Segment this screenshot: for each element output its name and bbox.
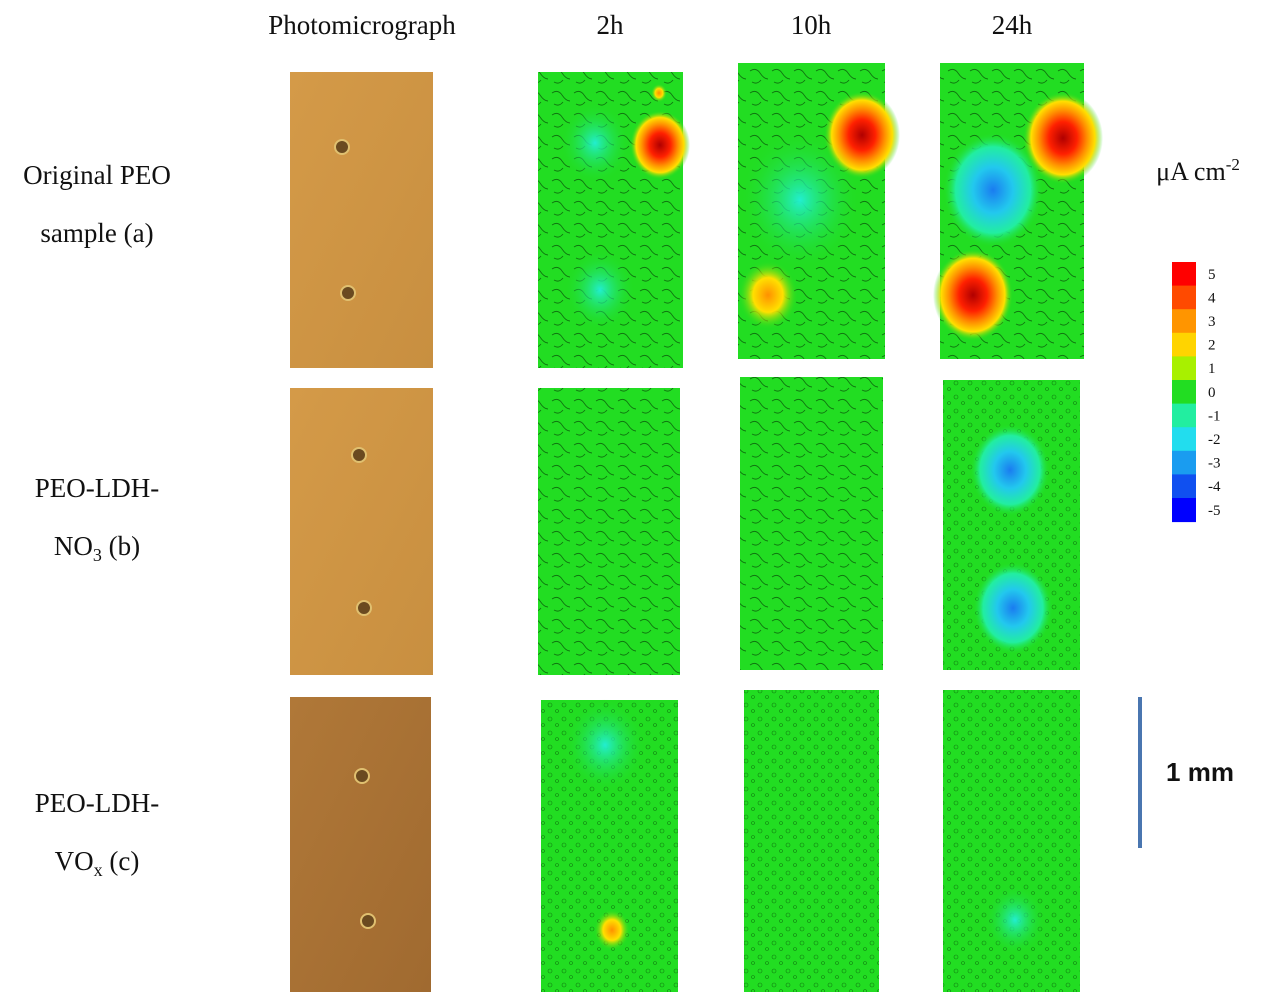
map-hotspot [943,132,1043,248]
colorbar-cell [1172,356,1196,381]
scale-label: 1 mm [1166,757,1234,787]
colorbar-tick: 5 [1208,267,1216,283]
unit-sup: -2 [1226,155,1240,174]
row-label-text: (b) [102,531,140,561]
row-label: PEO-LDH- [35,473,159,503]
pore [340,285,356,301]
column-header: 2h [597,10,625,40]
row-label-sub: x [94,860,103,880]
photomicrograph [290,388,433,675]
row-label-text: sample (a) [40,218,153,248]
map-hotspot [565,699,645,791]
colorbar-cell [1172,309,1196,334]
colorbar-cell [1172,262,1196,287]
colorbar-tick: -2 [1208,432,1221,448]
colorbar-cell [1172,474,1196,499]
row-label: Original PEO [23,160,171,190]
photomicrograph [290,72,433,368]
map-hotspot [1023,92,1103,184]
column-header: 24h [992,10,1033,40]
row-label: NO3 (b) [54,531,140,565]
map-contours [744,690,879,992]
map-contours [538,388,680,675]
pore [360,913,376,929]
pore [356,600,372,616]
colorbar-cell [1172,380,1196,405]
row-label-text: NO [54,531,93,561]
colorbar-tick: -3 [1208,456,1221,472]
colorbar-cell [1172,498,1196,523]
pore [351,447,367,463]
row-label-sub: 3 [93,545,102,565]
map-hotspot [565,249,635,331]
colorbar-tick: 3 [1208,314,1216,330]
unit-label: μA cm-2 [1156,155,1240,186]
colorbar-tick: -1 [1208,408,1221,424]
colorbar-tick: 1 [1208,361,1216,377]
colorbar-cell [1172,332,1196,357]
column-header: 10h [791,10,832,40]
map-hotspot [973,562,1053,654]
row-label: sample (a) [40,218,153,248]
pore [354,768,370,784]
colorbar-cell [1172,427,1196,452]
pore [334,139,350,155]
colorbar-cell [1172,450,1196,475]
colorbar-cell [1172,285,1196,310]
map-hotspot [985,885,1045,955]
map-hotspot [933,249,1013,341]
map-hotspot [630,110,690,180]
colorbar-tick: 2 [1208,338,1216,354]
row-label-text: (c) [103,846,140,876]
colorbar-tick: 4 [1208,290,1216,306]
map-hotspot [970,424,1050,516]
colorbar-tick: -5 [1208,503,1221,519]
map-hotspot [594,909,630,951]
map-contours [740,377,883,670]
map-hotspot [560,102,630,184]
map-hotspot [651,83,667,103]
unit-base: μA cm [1156,157,1226,186]
map-hotspot [740,131,860,269]
row-label: PEO-LDH- [35,788,159,818]
colorbar-cell [1172,403,1196,428]
colorbar-tick: -4 [1208,479,1221,495]
map-hotspot [738,260,798,330]
colorbar-tick: 0 [1208,385,1216,401]
column-header: Photomicrograph [268,10,456,40]
row-label: VOx (c) [55,846,140,880]
row-label-text: VO [55,846,94,876]
photomicrograph [290,697,431,992]
